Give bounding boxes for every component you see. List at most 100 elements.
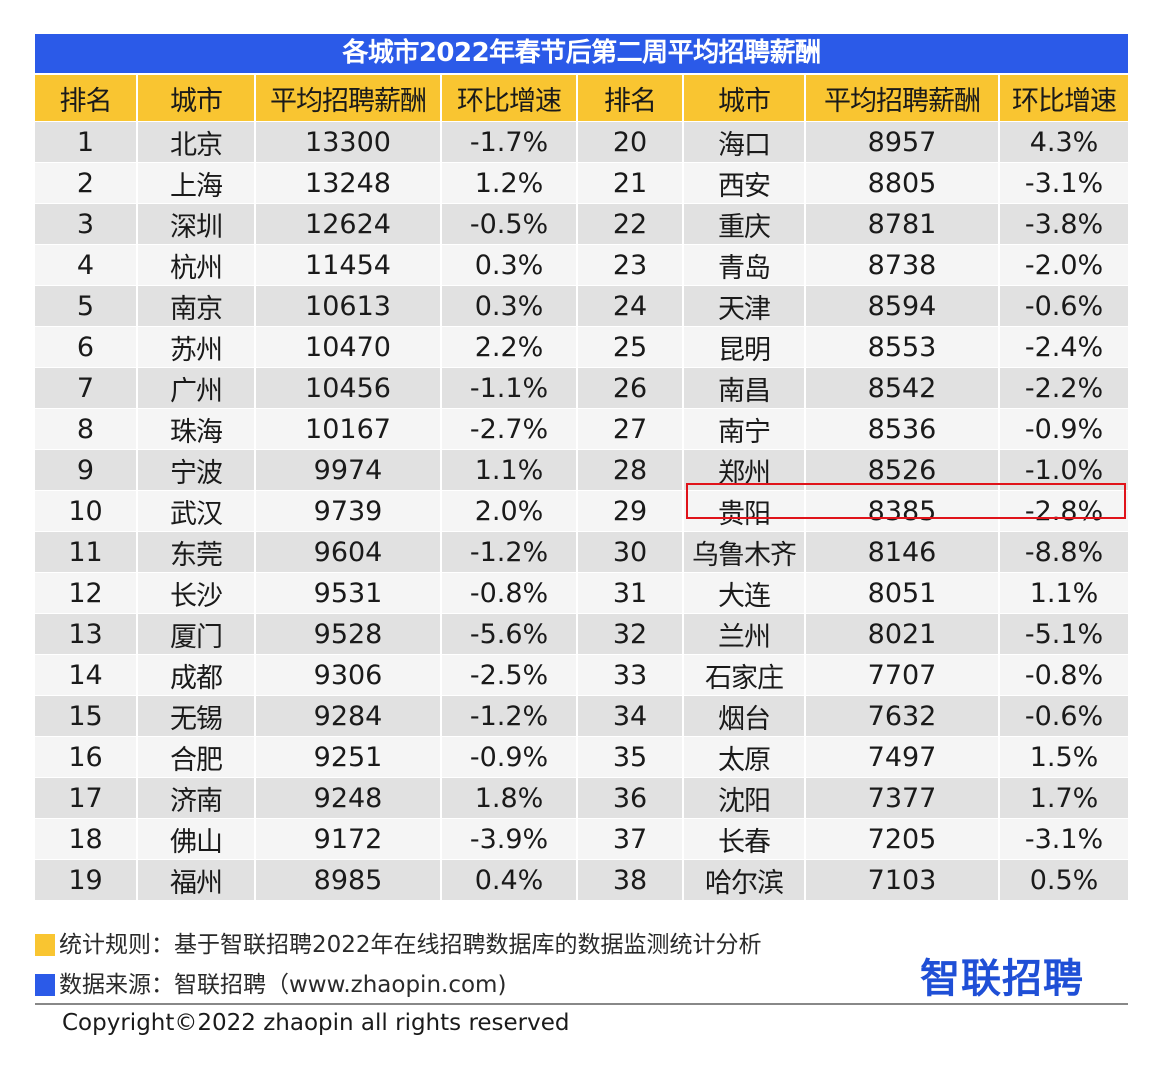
table-cell: -0.8%: [441, 572, 578, 614]
note-rule-text: 统计规则：基于智联招聘2022年在线招聘数据库的数据监测统计分析: [59, 932, 762, 958]
table-cell: 武汉: [137, 490, 256, 532]
table-row: 4 杭州 11454 0.3% 23 青岛 8738 -2.0%: [35, 244, 1128, 286]
table-cell: 1: [35, 121, 138, 163]
table-cell: 8781: [805, 203, 1000, 245]
table-cell: 天津: [683, 285, 806, 327]
table-cell: 30: [577, 531, 684, 573]
table-cell: -0.6%: [999, 285, 1128, 327]
table-cell: 7: [35, 367, 138, 409]
table-cell: 厦门: [137, 613, 256, 655]
table-cell: 3: [35, 203, 138, 245]
table-header-row: 排名 城市 平均招聘薪酬 环比增速 排名 城市 平均招聘薪酬 环比增速: [35, 73, 1128, 122]
table-title: 各城市2022年春节后第二周平均招聘薪酬: [35, 34, 1128, 73]
table-cell: 乌鲁木齐: [683, 531, 806, 573]
table-cell: 珠海: [137, 408, 256, 450]
table-cell: 贵阳: [683, 490, 806, 532]
column-header: 平均招聘薪酬: [255, 73, 442, 122]
table-cell: -1.7%: [441, 121, 578, 163]
table-cell: 37: [577, 818, 684, 860]
table-cell: 上海: [137, 162, 256, 204]
table-cell: 昆明: [683, 326, 806, 368]
table-row: 2 上海 13248 1.2% 21 西安 8805 -3.1%: [35, 162, 1128, 204]
table-cell: -2.5%: [441, 654, 578, 696]
table-cell: -2.7%: [441, 408, 578, 450]
table-cell: 南宁: [683, 408, 806, 450]
table-cell: 9528: [255, 613, 442, 655]
table-cell: 8805: [805, 162, 1000, 204]
table-cell: 1.1%: [999, 572, 1128, 614]
table-cell: 17: [35, 777, 138, 819]
table-cell: 0.5%: [999, 859, 1128, 900]
table-cell: 8021: [805, 613, 1000, 655]
table-row: 14 成都 9306 -2.5% 33 石家庄 7707 -0.8%: [35, 654, 1128, 696]
table-cell: 13300: [255, 121, 442, 163]
table-cell: -0.9%: [441, 736, 578, 778]
table-cell: 11454: [255, 244, 442, 286]
note-rule: 统计规则：基于智联招聘2022年在线招聘数据库的数据监测统计分析: [35, 925, 762, 965]
table-cell: 22: [577, 203, 684, 245]
table-cell: -2.4%: [999, 326, 1128, 368]
table-row: 1 北京 13300 -1.7% 20 海口 8957 4.3%: [35, 121, 1128, 163]
table-cell: 4.3%: [999, 121, 1128, 163]
table-cell: 23: [577, 244, 684, 286]
table-cell: 6: [35, 326, 138, 368]
table-cell: 27: [577, 408, 684, 450]
table-cell: 8: [35, 408, 138, 450]
table-cell: -3.1%: [999, 818, 1128, 860]
table-cell: 33: [577, 654, 684, 696]
table-cell: -8.8%: [999, 531, 1128, 573]
table-cell: 1.8%: [441, 777, 578, 819]
table-cell: 重庆: [683, 203, 806, 245]
table-cell: -3.8%: [999, 203, 1128, 245]
salary-table-container: 各城市2022年春节后第二周平均招聘薪酬 排名 城市 平均招聘薪酬 环比增速 排名 城市平…: [35, 34, 1128, 900]
table-cell: 8985: [255, 859, 442, 900]
table-cell: 广州: [137, 367, 256, 409]
table-cell: 2.2%: [441, 326, 578, 368]
table-cell: 西安: [683, 162, 806, 204]
table-cell: 35: [577, 736, 684, 778]
table-cell: 12: [35, 572, 138, 614]
table-cell: 兰州: [683, 613, 806, 655]
table-cell: 7205: [805, 818, 1000, 860]
yellow-square-icon: [35, 934, 55, 956]
table-cell: 10470: [255, 326, 442, 368]
table-cell: -0.6%: [999, 695, 1128, 737]
table-cell: 32: [577, 613, 684, 655]
table-row: 7 广州 10456 -1.1% 26 南昌 8542 -2.2%: [35, 367, 1128, 409]
table-cell: 13: [35, 613, 138, 655]
zhaopin-logo: 智联招聘: [920, 956, 1084, 1002]
table-cell: 8594: [805, 285, 1000, 327]
copyright-text: Copyright©2022 zhaopin all rights reserv…: [62, 1010, 570, 1036]
table-cell: 哈尔滨: [683, 859, 806, 900]
table-row: 3 深圳 12624 -0.5% 22 重庆 8781 -3.8%: [35, 203, 1128, 245]
table-row: 9 宁波 9974 1.1% 28 郑州 8526 -1.0%: [35, 449, 1128, 491]
table-cell: -0.9%: [999, 408, 1128, 450]
table-cell: 7497: [805, 736, 1000, 778]
table-cell: 福州: [137, 859, 256, 900]
table-row: 10 武汉 9739 2.0% 29 贵阳 8385 -2.8%: [35, 490, 1128, 532]
table-cell: 8957: [805, 121, 1000, 163]
table-cell: -1.2%: [441, 531, 578, 573]
table-cell: 9: [35, 449, 138, 491]
table-cell: 38: [577, 859, 684, 900]
table-cell: 7377: [805, 777, 1000, 819]
table-cell: 9739: [255, 490, 442, 532]
table-cell: 南昌: [683, 367, 806, 409]
table-cell: 10167: [255, 408, 442, 450]
table-cell: 8051: [805, 572, 1000, 614]
table-cell: 大连: [683, 572, 806, 614]
table-cell: -5.6%: [441, 613, 578, 655]
table-cell: 10613: [255, 285, 442, 327]
table-cell: 合肥: [137, 736, 256, 778]
table-cell: 2: [35, 162, 138, 204]
table-cell: -0.5%: [441, 203, 578, 245]
table-cell: 10: [35, 490, 138, 532]
table-cell: 14: [35, 654, 138, 696]
table-row: 8 珠海 10167 -2.7% 27 南宁 8536 -0.9%: [35, 408, 1128, 450]
table-cell: 18: [35, 818, 138, 860]
table-cell: 1.5%: [999, 736, 1128, 778]
table-cell: 8553: [805, 326, 1000, 368]
table-cell: 郑州: [683, 449, 806, 491]
table-cell: 8385: [805, 490, 1000, 532]
table-cell: 南京: [137, 285, 256, 327]
